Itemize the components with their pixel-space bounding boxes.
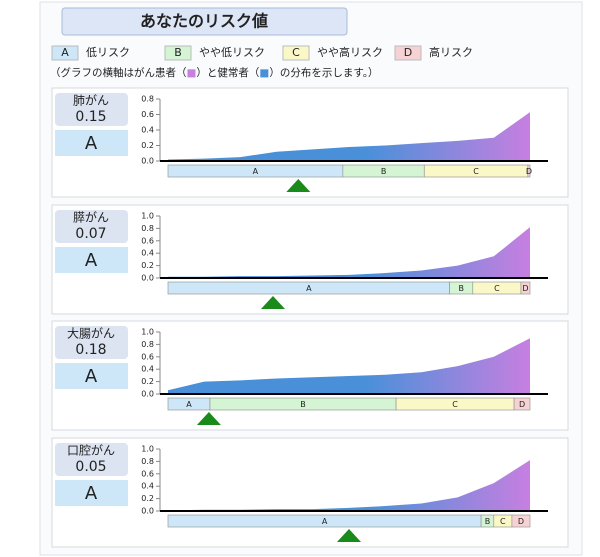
y-tick-label: 0.4 — [141, 249, 154, 258]
y-tick-label: 0.4 — [141, 126, 154, 135]
risk-band-label: A — [186, 400, 192, 409]
grade-box — [55, 480, 128, 506]
risk-band-label: A — [306, 284, 312, 293]
risk-band-label: D — [522, 284, 528, 293]
distribution-area — [168, 460, 530, 511]
note-part: ）の分布を示します。） — [269, 67, 378, 79]
risk-band-label: D — [519, 400, 525, 409]
risk-band — [520, 281, 531, 295]
risk-grade: A — [85, 483, 98, 504]
distribution-area — [168, 227, 530, 278]
y-tick-label: 0.6 — [141, 352, 154, 361]
cancer-name: 口腔がん — [67, 443, 115, 458]
risk-grade: A — [85, 133, 98, 154]
legend-chip — [394, 45, 422, 61]
note-swatch: ■ — [259, 67, 269, 79]
risk-score: 0.07 — [75, 226, 106, 242]
y-tick-label: 0.6 — [141, 236, 154, 245]
risk-band-label: D — [518, 517, 524, 526]
y-tick-label: 0.8 — [141, 340, 154, 349]
page-title: あなたのリスク値 — [140, 12, 268, 31]
y-tick-label: 0.8 — [141, 224, 154, 233]
risk-band-label: B — [458, 284, 464, 293]
y-tick-label: 0.2 — [141, 377, 154, 386]
legend-chip — [164, 45, 192, 61]
risk-band-label: C — [473, 167, 479, 176]
grade-box — [55, 363, 128, 389]
risk-score: 0.18 — [75, 342, 106, 358]
y-tick-label: 0.2 — [141, 141, 154, 150]
legend-chip — [282, 45, 310, 61]
position-marker — [260, 296, 285, 309]
cancer-name: 肺がん — [73, 93, 109, 108]
note-part: ）と健常者（ — [196, 66, 259, 79]
risk-score: 0.05 — [75, 459, 106, 475]
legend-chip — [51, 45, 79, 61]
y-tick-label: 1.0 — [141, 212, 154, 221]
legend-label: やや低リスク — [199, 46, 265, 59]
risk-band-label: C — [494, 284, 500, 293]
note-swatch: ■ — [187, 67, 197, 79]
risk-score: 0.15 — [75, 109, 106, 125]
risk-band-label: D — [526, 167, 532, 176]
y-tick-label: 0.0 — [141, 274, 154, 283]
risk-band — [511, 514, 531, 528]
legend-key: D — [404, 46, 412, 59]
y-tick-label: 0.2 — [141, 494, 154, 503]
risk-band-label: C — [452, 400, 458, 409]
legend-label: 低リスク — [86, 46, 130, 59]
y-tick-label: 0.8 — [141, 457, 154, 466]
position-marker — [337, 529, 361, 542]
risk-band-label: B — [485, 517, 491, 526]
distribution-area — [168, 112, 530, 161]
y-tick-label: 0.6 — [141, 110, 154, 119]
cancer-name: 膵がん — [73, 210, 109, 225]
title-box — [61, 7, 348, 36]
legend-label: やや高リスク — [317, 45, 383, 59]
risk-band-label: B — [381, 167, 387, 176]
y-tick-label: 1.0 — [141, 445, 154, 454]
risk-band-label: A — [253, 167, 259, 176]
grade-box — [55, 130, 128, 156]
risk-band — [527, 164, 531, 178]
y-tick-label: 0.0 — [141, 507, 154, 516]
name-box — [55, 443, 128, 476]
risk-band-label: B — [300, 400, 306, 409]
y-tick-label: 0.4 — [141, 482, 154, 491]
name-box — [55, 210, 128, 243]
risk-band-label: A — [322, 517, 328, 526]
risk-grade: A — [85, 250, 98, 271]
distribution-area — [168, 338, 530, 394]
risk-band — [513, 397, 531, 411]
y-tick-label: 0.4 — [141, 365, 154, 374]
note: （グラフの横軸はがん患者（■）と健常者（■）の分布を示します。） — [50, 66, 379, 79]
y-tick-label: 1.0 — [141, 328, 154, 337]
risk-grade: A — [85, 366, 98, 387]
y-tick-label: 0.2 — [141, 261, 154, 270]
legend-key: A — [61, 46, 69, 59]
name-box — [55, 93, 128, 126]
legend-label: 高リスク — [429, 45, 473, 59]
legend-key: B — [174, 46, 182, 59]
legend-key: C — [292, 46, 300, 59]
y-tick-label: 0.8 — [141, 95, 154, 104]
risk-band-label: C — [500, 517, 506, 526]
y-tick-label: 0.0 — [141, 390, 154, 399]
y-tick-label: 0.6 — [141, 469, 154, 478]
position-marker — [196, 412, 221, 425]
y-tick-label: 0.0 — [141, 157, 154, 166]
position-marker — [286, 179, 311, 192]
note-part: （グラフの横軸はがん患者（ — [50, 66, 187, 79]
grade-box — [55, 247, 128, 273]
name-box — [55, 326, 128, 359]
cancer-name: 大腸がん — [67, 326, 115, 341]
